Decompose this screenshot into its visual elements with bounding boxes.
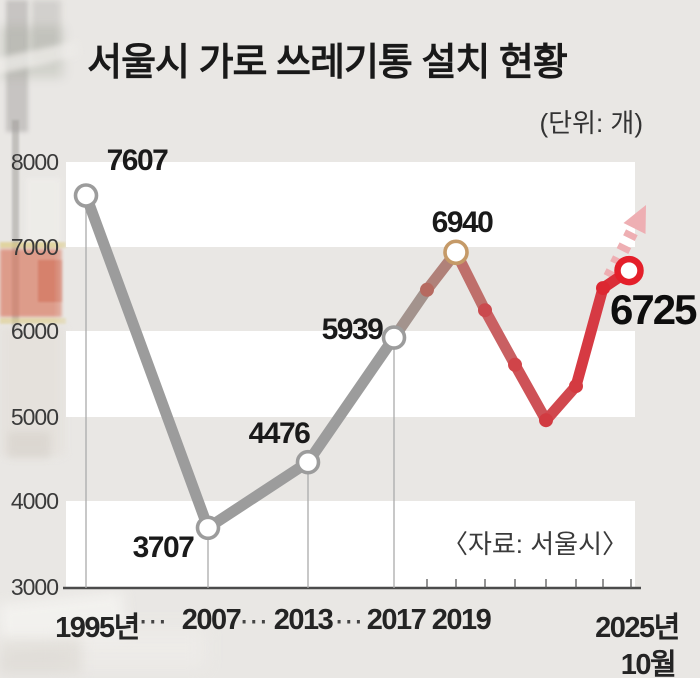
series-segment [302,332,400,468]
data-point-2019 [443,239,469,266]
series-segment [479,304,521,371]
background-photo [0,0,86,678]
series-segment [202,456,314,534]
value-label-1995: 7607 [106,144,169,177]
photo-pavement [0,326,66,456]
value-label-2007: 3707 [132,531,195,564]
series-segment [80,190,214,534]
x-label-2025-month: 10월 [620,649,677,678]
grid-band [66,162,635,247]
year-dot [596,281,610,296]
x-label-2007: 2007 [181,604,242,636]
source-label: 〈자료: 서울시〉 [441,529,629,559]
x-label-ellipsis: ⋯ [334,606,363,638]
y-tick-5000: 5000 [10,404,59,430]
x-label-2025: 2025년 [595,612,680,644]
photo-pole [12,120,19,332]
value-label-2017: 5939 [321,313,384,346]
year-dot [539,413,553,428]
data-point-1995 [73,183,99,208]
value-label-2025: 6725 [610,286,697,333]
photo-white-box [26,178,62,244]
y-tick-3000: 3000 [10,574,59,600]
year-dot [420,282,434,297]
x-label-2019: 2019 [431,604,492,636]
x-label-2017: 2017 [366,604,427,636]
grid-band [66,501,635,588]
data-point-2017 [381,325,407,350]
x-label-1995: 1995년 [55,612,140,644]
y-tick-7000: 7000 [10,234,59,260]
year-dot [508,357,522,372]
ground-blob [60,628,205,668]
x-label-2013: 2013 [273,604,334,636]
photo-trash-bin-shade [38,260,62,302]
y-tick-8000: 8000 [10,149,59,175]
unit-label: (단위: 개) [539,108,643,138]
trend-arrow-shaft [597,229,638,293]
data-point-2013 [295,449,321,475]
value-label-2019: 6940 [431,206,494,239]
photo-yellow-stripe-top [0,242,66,248]
trend-arrow-head [623,205,646,234]
series-segment [509,359,552,426]
page-title: 서울시 가로 쓰레기통 설치 현황 [87,42,568,84]
year-dot [569,379,583,394]
photo-trash-bin [0,249,62,317]
data-point-2025-10 [614,255,644,286]
photo-pavement-mark [8,432,50,458]
data-point-2007 [195,515,221,541]
background-ground-texture [0,590,220,678]
series-segment [540,380,582,426]
y-tick-6000: 6000 [10,318,59,344]
y-tick-4000: 4000 [10,488,59,514]
series-segment [570,282,609,392]
x-label-ellipsis: ⋯ [239,606,268,638]
ground-blob [0,638,82,674]
value-label-2013: 4476 [248,417,311,450]
year-dot [478,303,492,318]
x-label-ellipsis: ⋯ [138,606,167,638]
photo-yellow-stripe-bottom [0,318,66,324]
